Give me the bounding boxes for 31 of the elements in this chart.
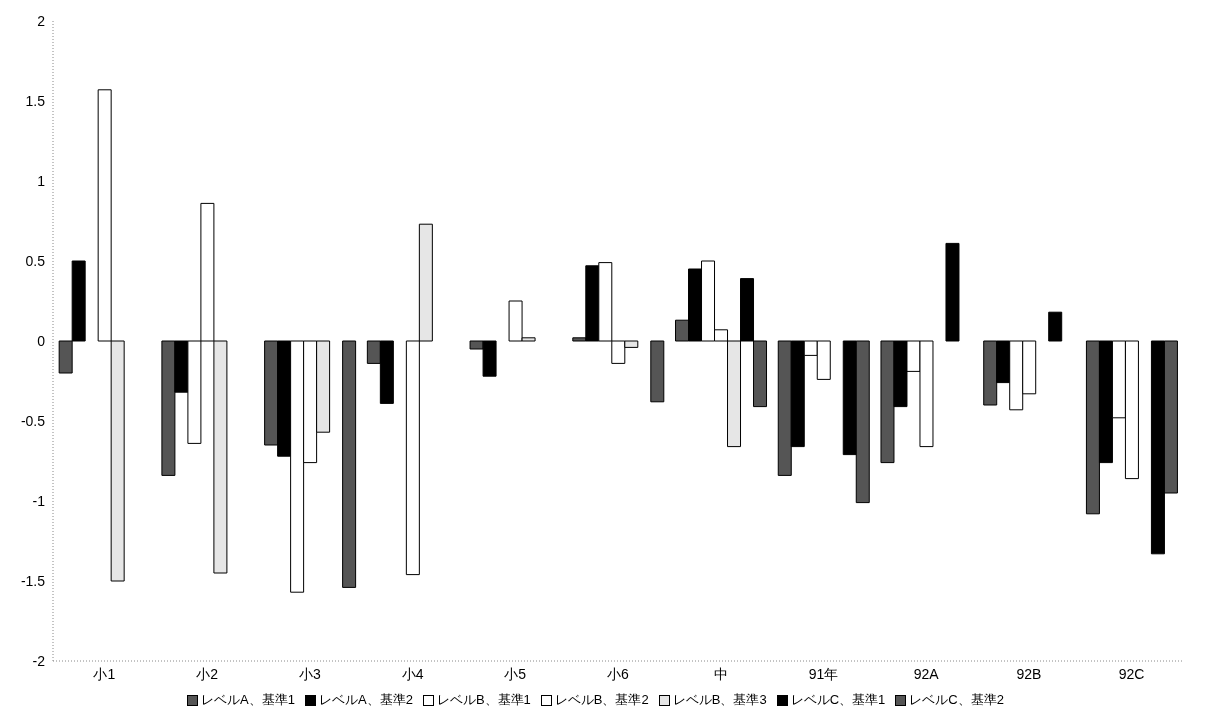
legend-label: レベルB、基準1: [435, 691, 531, 709]
x-tick-label: 小4: [401, 665, 424, 682]
y-tick-label: -0.5: [20, 412, 46, 429]
bar: [1048, 311, 1063, 342]
legend-label: レベルA、基準1: [200, 691, 296, 709]
x-tick-label: 小2: [196, 665, 219, 682]
bar: [945, 242, 960, 342]
bar: [650, 340, 665, 403]
x-tick-label: 小5: [504, 665, 527, 682]
legend-label: レベルA、基準2: [318, 691, 413, 709]
y-tick-label: 2: [37, 12, 46, 29]
x-tick-label: 小6: [607, 665, 630, 682]
x-tick-label: 92A: [913, 665, 940, 682]
x-tick-label: 小3: [298, 665, 321, 682]
x-tick-label: 92B: [1016, 665, 1042, 682]
y-tick-label: -1.5: [20, 572, 46, 589]
y-tick-label: -2: [32, 652, 46, 669]
y-tick-label: 1.5: [25, 92, 46, 109]
legend-label: レベルB、基準2: [553, 691, 649, 709]
y-tick-label: 0.5: [25, 252, 46, 269]
legend-label: レベルC、基準2: [908, 691, 1004, 709]
bar: [342, 340, 357, 588]
y-tick-label: 0: [37, 332, 46, 349]
x-tick-label: 小1: [93, 665, 116, 682]
y-tick-label: -1: [32, 492, 46, 509]
legend-label: レベルB、基準3: [671, 691, 767, 709]
x-tick-label: 91年: [808, 665, 839, 682]
x-tick-label: 中: [713, 665, 728, 682]
x-tick-label: 92C: [1118, 665, 1145, 682]
legend-label: レベルC、基準1: [789, 691, 886, 709]
y-tick-label: 1: [37, 172, 46, 189]
